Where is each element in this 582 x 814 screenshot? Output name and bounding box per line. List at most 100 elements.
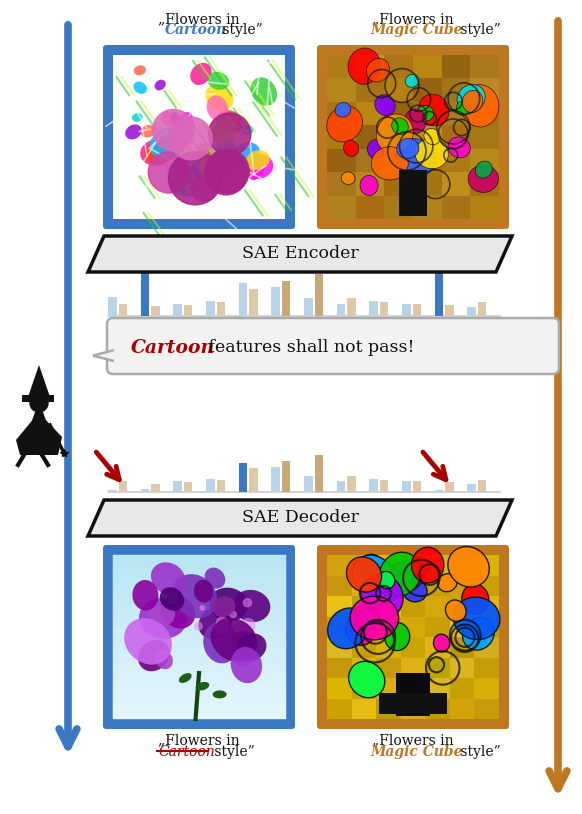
Circle shape (191, 175, 217, 201)
Bar (474, 616, 499, 637)
Ellipse shape (233, 590, 271, 622)
Text: style”: style” (210, 745, 255, 759)
Ellipse shape (417, 106, 434, 121)
Bar (356, 78, 384, 102)
Ellipse shape (207, 95, 228, 121)
Ellipse shape (124, 618, 172, 664)
Bar (384, 102, 413, 125)
Bar (151, 307, 159, 316)
Bar (402, 481, 410, 492)
Ellipse shape (207, 72, 229, 90)
Circle shape (195, 623, 202, 630)
Bar (470, 78, 499, 102)
Polygon shape (28, 365, 50, 397)
Ellipse shape (134, 65, 146, 76)
Bar (376, 575, 401, 596)
Bar (442, 125, 470, 149)
Ellipse shape (151, 562, 186, 594)
Bar (384, 55, 413, 78)
Text: features shall not pass!: features shall not pass! (203, 339, 414, 357)
Bar (249, 289, 258, 316)
Bar (401, 616, 425, 637)
Circle shape (200, 606, 204, 610)
Ellipse shape (182, 155, 204, 182)
Ellipse shape (196, 682, 210, 690)
Bar (442, 149, 470, 172)
Bar (474, 658, 499, 678)
Ellipse shape (212, 115, 236, 145)
Ellipse shape (194, 580, 213, 602)
Ellipse shape (216, 165, 235, 182)
Ellipse shape (217, 110, 243, 133)
Bar (239, 283, 247, 316)
Ellipse shape (350, 596, 399, 640)
Bar (425, 658, 450, 678)
Bar (327, 125, 356, 149)
Bar (327, 172, 356, 195)
Bar (474, 575, 499, 596)
Ellipse shape (378, 571, 395, 589)
Text: Magic Cube: Magic Cube (370, 745, 463, 759)
Bar (141, 489, 149, 492)
Bar (425, 678, 450, 698)
Ellipse shape (172, 574, 218, 618)
Bar (352, 637, 376, 658)
Circle shape (169, 117, 212, 160)
Bar (173, 481, 182, 492)
Bar (108, 297, 116, 316)
Bar (327, 78, 356, 102)
Ellipse shape (462, 90, 483, 112)
Bar (327, 637, 352, 658)
Ellipse shape (232, 630, 256, 653)
Bar (401, 575, 425, 596)
Bar (356, 125, 384, 149)
Bar (413, 125, 442, 149)
Bar (327, 616, 352, 637)
FancyBboxPatch shape (103, 545, 295, 729)
Bar (450, 658, 474, 678)
Bar (442, 78, 470, 102)
Ellipse shape (144, 142, 173, 164)
Ellipse shape (390, 560, 423, 591)
Circle shape (208, 113, 251, 155)
Bar (327, 575, 352, 596)
Bar (467, 484, 476, 492)
Ellipse shape (236, 633, 267, 661)
Bar (304, 298, 313, 316)
Ellipse shape (411, 547, 444, 583)
Bar (425, 575, 450, 596)
Ellipse shape (434, 634, 450, 652)
Ellipse shape (162, 112, 175, 127)
Bar (478, 480, 487, 492)
Bar (474, 678, 499, 698)
Ellipse shape (453, 597, 500, 640)
Bar (327, 658, 352, 678)
Bar (304, 476, 313, 492)
Circle shape (230, 611, 236, 618)
Bar (114, 348, 126, 364)
Bar (474, 698, 499, 719)
Ellipse shape (358, 607, 378, 629)
Ellipse shape (171, 112, 180, 124)
Bar (425, 616, 450, 637)
Bar (450, 596, 474, 616)
Ellipse shape (172, 137, 191, 154)
Circle shape (148, 152, 189, 193)
Bar (384, 195, 413, 219)
Ellipse shape (159, 138, 179, 160)
Ellipse shape (161, 594, 195, 628)
Ellipse shape (140, 139, 173, 166)
Bar (425, 596, 450, 616)
Bar (173, 304, 182, 316)
Ellipse shape (232, 142, 260, 168)
Bar (467, 307, 476, 316)
Ellipse shape (132, 580, 158, 610)
Ellipse shape (448, 137, 470, 158)
Ellipse shape (341, 172, 355, 185)
Ellipse shape (396, 138, 435, 177)
Ellipse shape (468, 165, 498, 192)
Bar (425, 698, 450, 719)
Text: SAE Decoder: SAE Decoder (242, 510, 359, 527)
Bar (314, 455, 323, 492)
Text: Cartoon: Cartoon (158, 745, 215, 759)
